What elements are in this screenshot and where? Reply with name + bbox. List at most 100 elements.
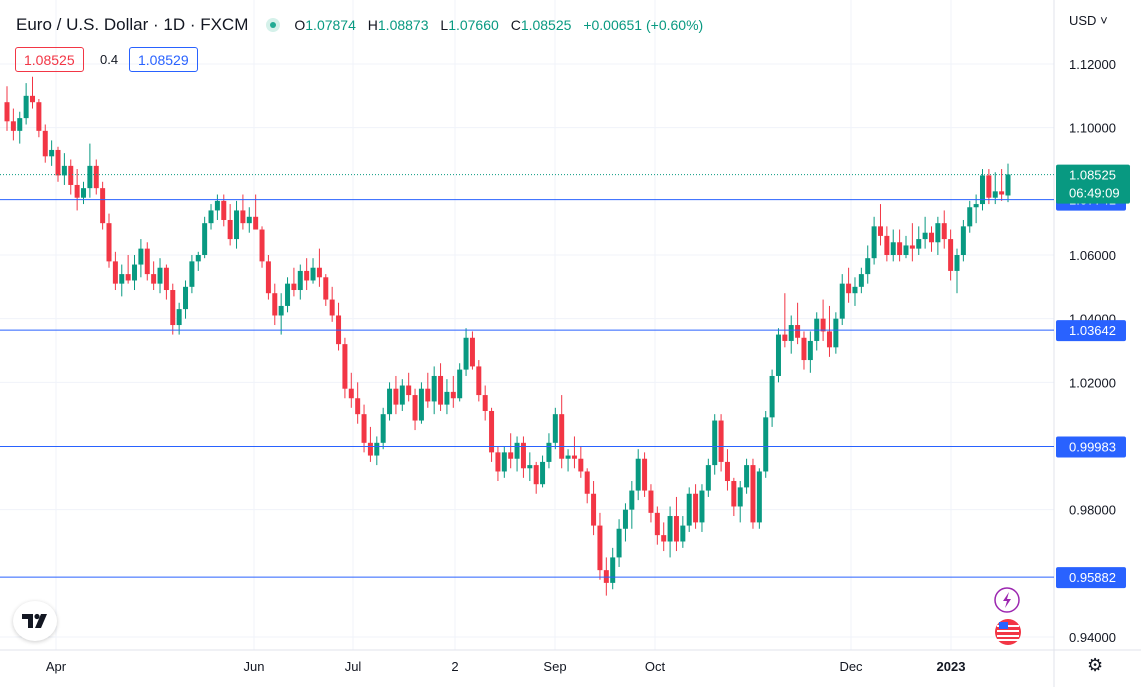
candle	[629, 481, 635, 529]
candle	[4, 86, 10, 131]
candle	[463, 328, 469, 376]
candle	[81, 181, 87, 205]
candle	[960, 219, 966, 262]
candle-body	[801, 337, 807, 361]
candle	[999, 169, 1005, 201]
candle-body	[852, 286, 858, 294]
buy-button[interactable]: 1.08529	[129, 47, 198, 72]
candle-body	[635, 458, 641, 491]
candle-body	[125, 274, 131, 281]
candles	[4, 76, 1011, 596]
horizontal-line-label-bg	[1056, 320, 1126, 342]
candle-body	[87, 165, 93, 189]
candle-body	[176, 309, 182, 326]
candle	[361, 404, 367, 453]
candle-body	[361, 414, 367, 443]
candle-body	[355, 398, 361, 415]
symbol-title[interactable]: Euro / U.S. Dollar · 1D · FXCM	[16, 15, 249, 34]
candle-body	[74, 184, 80, 198]
candle-body	[533, 465, 539, 485]
candle-body	[954, 255, 960, 271]
candle	[202, 216, 208, 259]
candle	[846, 267, 852, 303]
candle	[55, 146, 61, 182]
sell-button[interactable]: 1.08525	[15, 47, 84, 72]
candle-body	[680, 525, 686, 542]
y-tick-label: 1.06000	[1069, 248, 1116, 263]
candle-body	[884, 235, 890, 255]
candle	[170, 283, 176, 335]
candle-body	[546, 442, 552, 462]
countdown-label: 06:49:09	[1069, 186, 1120, 201]
candle-body	[202, 223, 208, 255]
candle	[756, 468, 762, 529]
candle	[533, 461, 539, 494]
candle-body	[833, 318, 839, 348]
candle	[501, 446, 507, 478]
candle	[801, 331, 807, 370]
x-tick-label: Sep	[543, 659, 566, 674]
candle-body	[278, 305, 284, 316]
candle	[393, 375, 399, 415]
candle	[495, 446, 501, 482]
currency-dropdown[interactable]: USD ˅	[1069, 13, 1108, 28]
candle-body	[699, 490, 705, 523]
candle-body	[967, 207, 973, 227]
candle-body	[775, 334, 781, 376]
candle-body	[616, 528, 622, 558]
candle	[329, 286, 335, 322]
candle	[673, 496, 679, 552]
candle	[68, 159, 74, 195]
candle-body	[476, 366, 482, 396]
currency-label: USD	[1069, 13, 1097, 28]
x-tick-label: Apr	[46, 659, 67, 674]
x-tick-label: Jun	[244, 659, 265, 674]
low-value: 1.07660	[448, 17, 499, 33]
candle-body	[871, 226, 877, 259]
candle	[489, 407, 495, 462]
candle-body	[329, 299, 335, 316]
candle-body	[782, 334, 788, 341]
candle-body	[112, 261, 118, 284]
candle-body	[591, 493, 597, 526]
candle	[112, 251, 118, 291]
candle-body	[858, 274, 864, 287]
candle	[49, 140, 55, 166]
candle	[374, 436, 380, 466]
candle	[527, 452, 533, 482]
candle	[151, 261, 157, 291]
candle	[654, 506, 660, 545]
y-tick-label: 1.10000	[1069, 121, 1116, 136]
candle	[125, 255, 131, 284]
candle	[890, 229, 896, 262]
tradingview-logo[interactable]	[13, 601, 57, 641]
ohlc-legend: O1.07874 H1.08873 L1.07660 C1.08525 +0.0…	[294, 17, 711, 33]
candle	[769, 369, 775, 427]
candle	[508, 433, 514, 469]
candle-body	[55, 149, 61, 176]
us-flag-event-icon	[995, 619, 1021, 645]
candle	[234, 200, 240, 249]
candle-body	[795, 325, 801, 338]
candle	[214, 194, 220, 220]
settings-gear-icon[interactable]: ⚙	[1087, 655, 1104, 675]
candle-body	[941, 223, 947, 240]
candle-body	[489, 410, 495, 453]
open-label: O	[294, 17, 306, 33]
candle-body	[979, 175, 985, 205]
candle	[291, 267, 297, 297]
candle	[852, 277, 858, 306]
candle	[642, 452, 648, 497]
candle	[406, 372, 412, 402]
candle-body	[960, 226, 966, 255]
candle-body	[23, 95, 29, 119]
candle-body	[42, 130, 48, 157]
candle	[17, 111, 23, 144]
candle-body	[323, 277, 329, 300]
candle-body	[788, 325, 794, 341]
candle-body	[208, 210, 214, 224]
candle	[418, 382, 424, 424]
candle-body	[304, 270, 310, 281]
candle	[23, 83, 29, 125]
